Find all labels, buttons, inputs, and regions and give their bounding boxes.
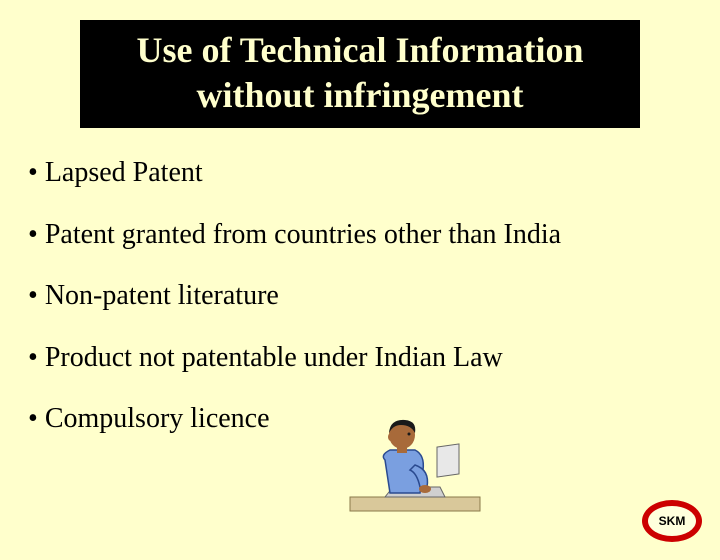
author-badge: SKM [642,500,702,542]
bullet-text: Product not patentable under Indian Law [45,342,503,373]
person-typing-clipart [345,415,485,525]
bullet-marker: • [28,342,38,373]
title-box: Use of Technical Information without inf… [80,20,640,128]
list-item: • Patent granted from countries other th… [28,218,692,252]
bullet-text: Lapsed Patent [45,157,203,188]
list-item: • Product not patentable under Indian La… [28,341,692,375]
bullet-marker: • [28,280,38,311]
list-item: • Non-patent literature [28,279,692,313]
title-line-1: Use of Technical Information [90,28,630,73]
bullet-text: Non-patent literature [45,280,279,311]
list-item: • Lapsed Patent [28,156,692,190]
bullet-text: Compulsory licence [45,403,270,434]
bullet-list: • Lapsed Patent • Patent granted from co… [28,156,692,436]
bullet-marker: • [28,219,38,250]
badge-text: SKM [648,506,696,536]
title-line-2: without infringement [90,73,630,118]
bullet-marker: • [28,403,38,434]
bullet-text: Patent granted from countries other than… [45,219,561,250]
bullet-marker: • [28,157,38,188]
